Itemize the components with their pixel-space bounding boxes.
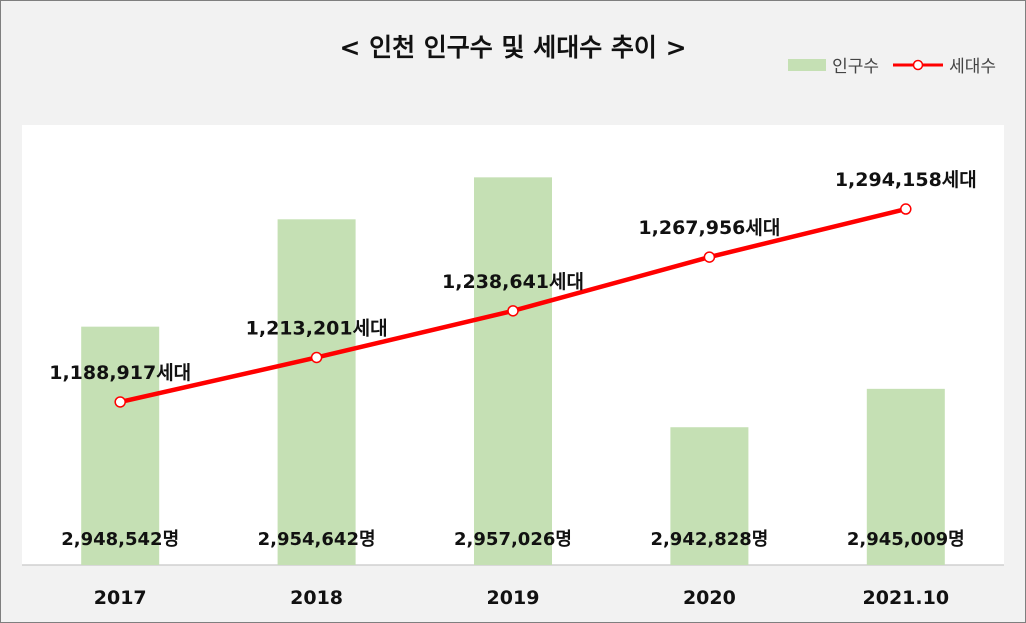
chart-title: < 인천 인구수 및 세대수 추이 > xyxy=(339,33,687,62)
legend-item-population: 인구수 xyxy=(788,52,879,77)
legend-item-households: 세대수 xyxy=(893,52,996,77)
line-point-households xyxy=(310,351,323,364)
bar-data-label: 2,954,642명 xyxy=(258,529,376,550)
legend: 인구수 세대수 xyxy=(788,52,996,77)
x-tick-label: 2017 xyxy=(94,587,147,609)
legend-label-population: 인구수 xyxy=(832,57,880,77)
line-point-households xyxy=(703,251,716,263)
bar-data-label: 2,942,828명 xyxy=(650,529,768,550)
bar-population xyxy=(81,326,160,565)
bar-data-label: 2,948,542명 xyxy=(61,529,179,550)
bar-population xyxy=(474,177,552,565)
line-data-label: 1,213,201세대 xyxy=(246,317,388,339)
x-tick-label: 2021.10 xyxy=(863,587,950,609)
bar-data-label: 2,957,026명 xyxy=(454,529,572,550)
legend-label-households: 세대수 xyxy=(949,57,996,77)
x-tick-label: 2020 xyxy=(683,587,736,609)
x-tick-label: 2019 xyxy=(487,587,540,609)
bar-population xyxy=(277,219,356,566)
bar-population xyxy=(866,388,945,565)
legend-swatch-population xyxy=(788,58,827,71)
line-data-label: 1,267,956세대 xyxy=(638,217,780,239)
line-data-label: 1,294,158세대 xyxy=(835,169,977,191)
line-data-label: 1,188,917세대 xyxy=(49,362,191,384)
line-data-label: 1,238,641세대 xyxy=(442,271,584,293)
line-point-households xyxy=(114,396,126,408)
x-tick-label: 2018 xyxy=(290,587,343,609)
line-point-households xyxy=(507,305,519,317)
legend-swatch-households xyxy=(893,59,944,70)
line-point-households xyxy=(900,203,912,215)
bar-data-label: 2,945,009명 xyxy=(847,529,965,550)
bar-population xyxy=(670,427,749,565)
